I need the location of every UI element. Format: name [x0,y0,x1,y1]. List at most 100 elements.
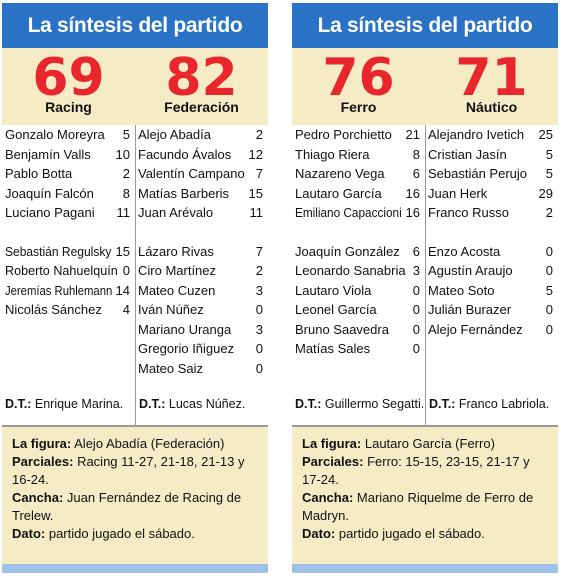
player-name: Thiago Riera [295,146,370,162]
player-points: 0 [412,302,420,317]
player-points: 2 [122,166,130,181]
figura-value: Lautaro García (Ferro) [364,436,495,451]
match-summary-panel-ferro-nautico: La síntesis del partido 76 71 Ferro Náut… [292,3,558,573]
player-name: Pedro Porchietto [295,127,392,142]
away-coach: D.T.: Lucas Núñez. [139,395,272,413]
player-row: Sebastián Perujo 5 [425,164,558,184]
player-name: Nicolás Sánchez [5,302,102,317]
dato-line: Dato: partido jugado el sábado. [302,525,550,543]
player-points: 16 [405,205,420,220]
player-name: Franco Russo [428,205,509,220]
player-row: Sebastián Regulsky 15 [2,242,135,262]
figura-value: Alejo Abadía (Federación) [74,436,225,451]
player-row: Alejandro Ivetich 25 [425,125,558,145]
player-row: Leonardo Sanabria 3 [292,261,425,281]
coach-label: D.T.: [5,397,32,411]
player-row: Lautaro Viola 0 [292,281,425,301]
player-points: 29 [538,185,553,201]
player-name: Pablo Botta [5,166,73,181]
player-name: Iván Núñez [138,302,204,317]
player-name: Benjamín Valls [5,146,91,162]
score-band: 76 71 Ferro Náutico [292,48,558,125]
player-row: Matías Sales 0 [292,339,425,359]
player-row: Thiago Riera 8 [292,145,425,165]
player-name: Nazareno Vega [295,166,385,181]
player-row: Jeremías Ruhlemann 14 [2,281,135,301]
home-roster: Gonzalo Moreyra 5 Benjamín Valls 10 Pablo … [2,125,135,320]
home-team-name: Racing [45,99,92,115]
player-row: Franco Russo 2 [425,203,558,223]
player-row: Iván Núñez 0 [135,300,268,320]
parciales-label: Parciales: [12,454,74,469]
roster-gap [2,223,135,242]
parciales-label: Parciales: [302,454,364,469]
player-points: 16 [405,185,420,201]
home-score: 69 [32,48,105,108]
home-score: 76 [322,48,395,108]
player-row: Cristian Jasín 5 [425,145,558,165]
player-points: 14 [115,282,130,298]
player-row: Joaquín Falcón 8 [2,184,135,204]
coach-label: D.T.: [139,397,166,411]
player-name: Juan Herk [428,185,488,201]
parciales-value: Ferro: 15-15, 23-15, 21-17 y 17-24. [302,454,530,487]
player-name: Valentín Campano [138,166,245,181]
away-coach: D.T.: Franco Labriola. [429,395,561,413]
player-points: 5 [545,166,553,181]
match-summary-panel-racing-federacion: La síntesis del partido 69 82 Racing Fed… [2,3,268,573]
player-points: 8 [122,185,130,201]
coach-label: D.T.: [429,397,456,411]
player-points: 21 [405,127,420,142]
player-points: 0 [545,263,553,278]
home-coach: D.T.: Enrique Marina. [5,395,138,413]
column-divider [425,125,426,425]
roster-gap [425,223,558,242]
player-row: Leonel García 0 [292,300,425,320]
player-points: 6 [412,166,420,181]
home-team-name: Ferro [340,99,377,115]
player-row: Agustín Araujo 0 [425,261,558,281]
player-points: 15 [115,243,130,259]
panel-title: La síntesis del partido [2,3,268,48]
player-name: Roberto Nahuelquín [5,263,118,278]
away-score: 82 [165,48,238,108]
coach-name: Franco Labriola. [458,397,550,411]
parciales-line: Parciales: Racing 11-27, 21-18, 21-13 y … [12,453,260,489]
coach-name: Lucas Núñez. [168,397,246,411]
parciales-line: Parciales: Ferro: 15-15, 23-15, 21-17 y … [302,453,550,489]
footer-bar [2,564,268,573]
player-name: Alejo Fernández [428,321,523,337]
cancha-value: Juan Fernández de Racing de Trelew. [12,490,242,523]
player-points: 3 [255,282,263,298]
player-points: 10 [115,146,130,162]
away-team-name: Náutico [465,99,518,115]
player-points: 0 [412,282,420,298]
player-name: Leonel García [295,302,377,317]
player-name: Alejandro Ivetich [428,127,525,142]
player-name: Agustín Araujo [428,263,513,278]
player-name: Lautaro Viola [295,282,372,298]
player-points: 0 [122,263,130,278]
player-points: 15 [248,185,263,201]
player-points: 8 [412,146,420,162]
player-points: 3 [412,263,420,278]
player-name: Mariano Uranga [138,321,232,337]
cancha-value: Mariano Riquelme de Ferro de Madryn. [302,490,534,523]
player-name: Ciro Martínez [138,263,217,278]
player-row: Juan Herk 29 [425,184,558,204]
player-points: 0 [255,360,263,376]
coach-name: Enrique Marina. [34,397,124,411]
player-row: Enzo Acosta 0 [425,242,558,262]
away-team-name: Federación [164,99,239,115]
player-name: Cristian Jasín [428,146,507,162]
player-row: Julián Burazer 0 [425,300,558,320]
player-points: 3 [255,321,263,337]
player-row: Matías Barberis 15 [135,184,268,204]
player-points: 5 [545,282,553,298]
player-row: Mateo Soto 5 [425,281,558,301]
roster-gap [292,223,425,242]
player-row: Juan Arévalo 11 [135,203,268,223]
player-points: 0 [545,243,553,259]
away-roster: Alejandro Ivetich 25 Cristian Jasín 5 Seba… [425,125,558,339]
away-score: 71 [455,48,528,108]
